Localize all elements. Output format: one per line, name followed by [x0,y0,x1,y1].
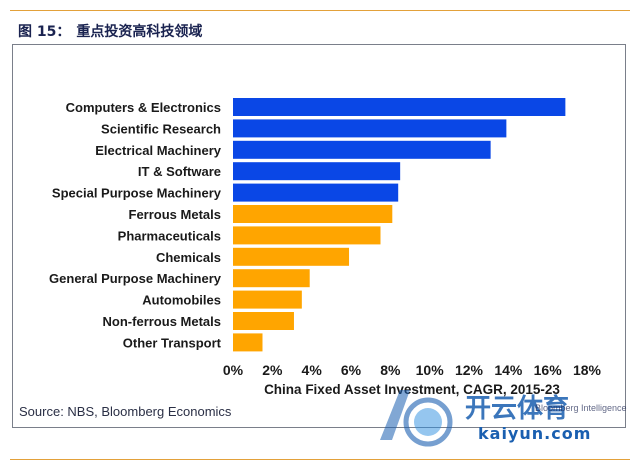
category-label: Scientific Research [101,121,221,136]
x-axis-label: China Fixed Asset Investment, CAGR, 2015… [264,382,560,397]
category-label: Special Purpose Machinery [52,186,222,201]
category-label: Other Transport [123,335,222,350]
x-tick-labels: 0% 2% 4% 6% 8% 10% 12% 14% 16% 18% [223,362,602,378]
x-tick-label: 8% [380,362,401,378]
bar-1 [233,119,507,138]
watermark-brand: 开云体育 [465,394,570,424]
source-note: Source: NBS, Bloomberg Economics [19,404,232,419]
bar-6 [233,226,381,245]
x-tick-label: 6% [341,362,362,378]
category-label: Chemicals [156,250,221,265]
category-label: IT & Software [138,164,221,179]
figure-title: 图 15： 重点投资高科技领域 [18,21,202,41]
watermark-small-text: Bloomberg Intelligence [535,403,627,413]
x-tick-label: 2% [262,362,283,378]
category-label: Pharmaceuticals [118,228,221,243]
category-label: Computers & Electronics [66,100,221,115]
x-tick-label: 4% [302,362,323,378]
x-tick-label: 18% [573,362,602,378]
top-rule [10,10,630,11]
x-tick-label: 12% [455,362,484,378]
figure-title-text: 重点投资高科技领域 [76,24,203,40]
bar-0 [233,98,566,116]
category-labels: Computers & Electronics Scientific Resear… [49,100,222,350]
bar-8 [233,269,310,288]
watermark-logo-icon [380,390,453,447]
category-label: General Purpose Machinery [49,271,222,286]
x-tick-label: 14% [494,362,523,378]
bars-group [233,98,566,352]
x-tick-label: 0% [223,362,244,378]
bar-9 [233,290,302,309]
x-tick-label: 16% [534,362,563,378]
bar-4 [233,183,399,202]
bar-7 [233,247,350,266]
bottom-rule [10,459,630,460]
bar-2 [233,140,491,159]
category-label: Automobiles [142,293,221,308]
category-label: Electrical Machinery [95,143,221,158]
category-label: Non-ferrous Metals [103,314,221,329]
category-label: Ferrous Metals [129,207,221,222]
watermark-url: kaiyun.com [478,424,592,443]
x-tick-label: 10% [416,362,445,378]
bar-3 [233,162,401,181]
bar-5 [233,205,393,223]
bar-10 [233,312,294,330]
figure-number: 图 15： [18,24,71,40]
bar-11 [233,333,263,352]
